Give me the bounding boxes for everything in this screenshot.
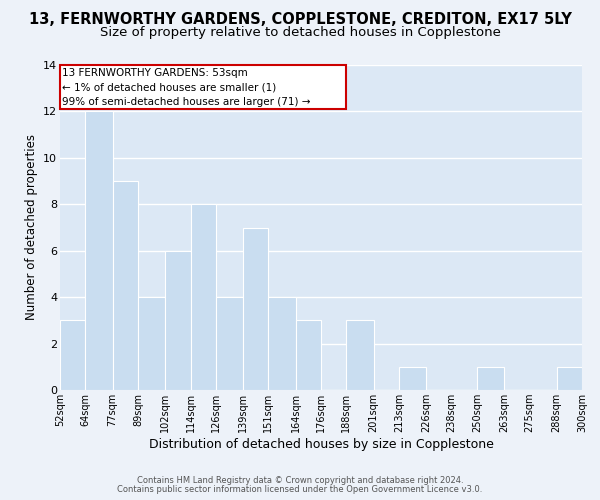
Bar bbox=[296, 320, 321, 390]
Bar bbox=[243, 228, 268, 390]
X-axis label: Distribution of detached houses by size in Copplestone: Distribution of detached houses by size … bbox=[149, 438, 493, 451]
Bar bbox=[85, 112, 113, 390]
Bar bbox=[216, 297, 243, 390]
FancyBboxPatch shape bbox=[60, 65, 346, 109]
Bar bbox=[191, 204, 216, 390]
Bar bbox=[113, 181, 138, 390]
Text: 13, FERNWORTHY GARDENS, COPPLESTONE, CREDITON, EX17 5LY: 13, FERNWORTHY GARDENS, COPPLESTONE, CRE… bbox=[29, 12, 571, 28]
Bar bbox=[557, 367, 582, 390]
Text: Size of property relative to detached houses in Copplestone: Size of property relative to detached ho… bbox=[100, 26, 500, 39]
Bar bbox=[165, 250, 191, 390]
Text: Contains public sector information licensed under the Open Government Licence v3: Contains public sector information licen… bbox=[118, 485, 482, 494]
Bar bbox=[268, 297, 296, 390]
Bar bbox=[60, 320, 85, 390]
Text: 13 FERNWORTHY GARDENS: 53sqm
← 1% of detached houses are smaller (1)
99% of semi: 13 FERNWORTHY GARDENS: 53sqm ← 1% of det… bbox=[62, 68, 311, 106]
Bar bbox=[346, 320, 374, 390]
Y-axis label: Number of detached properties: Number of detached properties bbox=[25, 134, 38, 320]
Bar bbox=[399, 367, 426, 390]
Text: Contains HM Land Registry data © Crown copyright and database right 2024.: Contains HM Land Registry data © Crown c… bbox=[137, 476, 463, 485]
Bar bbox=[477, 367, 504, 390]
Bar bbox=[138, 297, 165, 390]
